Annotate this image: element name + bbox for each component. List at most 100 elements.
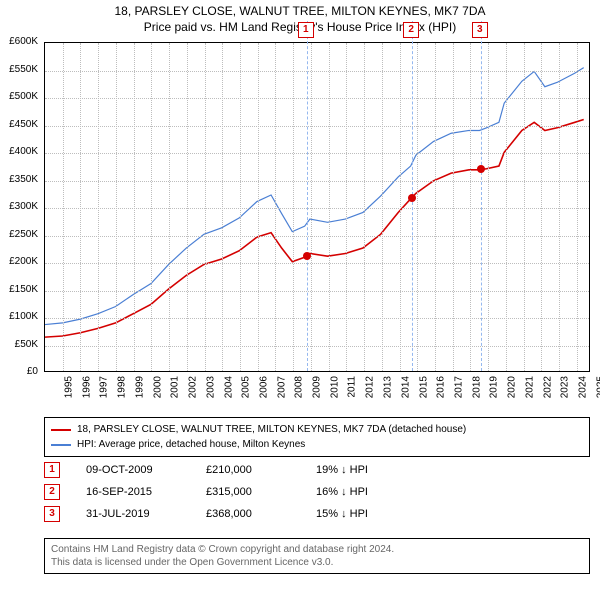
gridline-v (80, 43, 81, 371)
sale-dot (303, 252, 311, 260)
y-tick-label: £200K (0, 256, 38, 267)
gridline-v (506, 43, 507, 371)
x-tick-label: 2016 (436, 376, 447, 398)
x-tick-label: 1996 (81, 376, 92, 398)
x-tick-label: 2013 (382, 376, 393, 398)
sale-dot (408, 194, 416, 202)
y-tick-label: £400K (0, 146, 38, 157)
legend-label-hpi: HPI: Average price, detached house, Milt… (77, 437, 305, 452)
x-tick-label: 2003 (205, 376, 216, 398)
gridline-v (364, 43, 365, 371)
gridline-v (63, 43, 64, 371)
x-tick-label: 2005 (241, 376, 252, 398)
line-series-svg (45, 43, 589, 371)
line-hpi (45, 68, 584, 325)
gridline-v (382, 43, 383, 371)
sale-row: 216-SEP-2015£315,00016% ↓ HPI (44, 481, 416, 503)
marker-box: 3 (472, 22, 488, 38)
footer-line-1: Contains HM Land Registry data © Crown c… (51, 543, 583, 556)
gridline-v (400, 43, 401, 371)
sale-marker-box: 3 (44, 506, 60, 522)
x-tick-label: 2002 (187, 376, 198, 398)
sales-table: 1 09-OCT-2009£210,00019% ↓ HPI 2 16-SEP-201… (44, 459, 416, 525)
y-tick-label: £500K (0, 91, 38, 102)
x-tick-label: 2021 (524, 376, 535, 398)
gridline-h (45, 263, 589, 264)
gridline-v (222, 43, 223, 371)
gridline-h (45, 236, 589, 237)
gridline-v (240, 43, 241, 371)
marker-line (307, 21, 308, 371)
gridline-v (151, 43, 152, 371)
legend-row-property: 18, PARSLEY CLOSE, WALNUT TREE, MILTON K… (51, 422, 583, 437)
gridline-v (187, 43, 188, 371)
gridline-v (169, 43, 170, 371)
gridline-v (205, 43, 206, 371)
gridline-v (258, 43, 259, 371)
x-tick-label: 2012 (365, 376, 376, 398)
gridline-h (45, 291, 589, 292)
x-tick-label: 2011 (346, 376, 357, 398)
legend-label-property: 18, PARSLEY CLOSE, WALNUT TREE, MILTON K… (77, 422, 466, 437)
title-line-1: 18, PARSLEY CLOSE, WALNUT TREE, MILTON K… (0, 4, 600, 18)
sale-date: 09-OCT-2009 (86, 464, 206, 476)
sale-price: £368,000 (206, 508, 316, 520)
sale-marker-box: 1 (44, 462, 60, 478)
x-tick-label: 1998 (116, 376, 127, 398)
sale-date: 31-JUL-2019 (86, 508, 206, 520)
x-tick-label: 2007 (276, 376, 287, 398)
gridline-v (293, 43, 294, 371)
gridline-v (329, 43, 330, 371)
x-tick-label: 2020 (506, 376, 517, 398)
sale-diff: 19% ↓ HPI (316, 464, 416, 476)
x-tick-label: 2017 (453, 376, 464, 398)
gridline-v (346, 43, 347, 371)
gridline-h (45, 318, 589, 319)
sale-marker-box: 2 (44, 484, 60, 500)
chart-container: { "title_line1": "18, PARSLEY CLOSE, WAL… (0, 0, 600, 590)
legend-swatch-property (51, 429, 71, 431)
gridline-v (524, 43, 525, 371)
gridline-v (577, 43, 578, 371)
sale-dot (477, 165, 485, 173)
x-tick-label: 2006 (258, 376, 269, 398)
y-tick-label: £550K (0, 64, 38, 75)
gridline-h (45, 126, 589, 127)
gridline-v (98, 43, 99, 371)
gridline-v (541, 43, 542, 371)
sale-price: £210,000 (206, 464, 316, 476)
plot-area (44, 42, 590, 372)
gridline-v (435, 43, 436, 371)
x-tick-label: 2024 (577, 376, 588, 398)
marker-box: 1 (298, 22, 314, 38)
x-tick-label: 2019 (489, 376, 500, 398)
gridline-v (311, 43, 312, 371)
gridline-h (45, 346, 589, 347)
y-tick-label: £300K (0, 201, 38, 212)
x-tick-label: 2018 (471, 376, 482, 398)
x-tick-label: 2022 (542, 376, 553, 398)
gridline-v (417, 43, 418, 371)
sale-row: 1 09-OCT-2009£210,00019% ↓ HPI (44, 459, 416, 481)
y-tick-label: £100K (0, 311, 38, 322)
y-tick-label: £600K (0, 36, 38, 47)
x-tick-label: 2014 (400, 376, 411, 398)
x-tick-label: 2010 (329, 376, 340, 398)
x-tick-label: 2009 (311, 376, 322, 398)
gridline-h (45, 181, 589, 182)
footer-box: Contains HM Land Registry data © Crown c… (44, 538, 590, 574)
x-tick-label: 2023 (560, 376, 571, 398)
marker-line (481, 21, 482, 371)
y-tick-label: £450K (0, 119, 38, 130)
gridline-h (45, 98, 589, 99)
gridline-h (45, 71, 589, 72)
sale-date: 16-SEP-2015 (86, 486, 206, 498)
marker-box: 2 (403, 22, 419, 38)
gridline-v (453, 43, 454, 371)
footer-line-2: This data is licensed under the Open Gov… (51, 556, 583, 569)
x-tick-label: 2008 (294, 376, 305, 398)
y-tick-label: £0 (0, 366, 38, 377)
legend-box: 18, PARSLEY CLOSE, WALNUT TREE, MILTON K… (44, 417, 590, 457)
x-tick-label: 2004 (223, 376, 234, 398)
x-tick-label: 1999 (134, 376, 145, 398)
